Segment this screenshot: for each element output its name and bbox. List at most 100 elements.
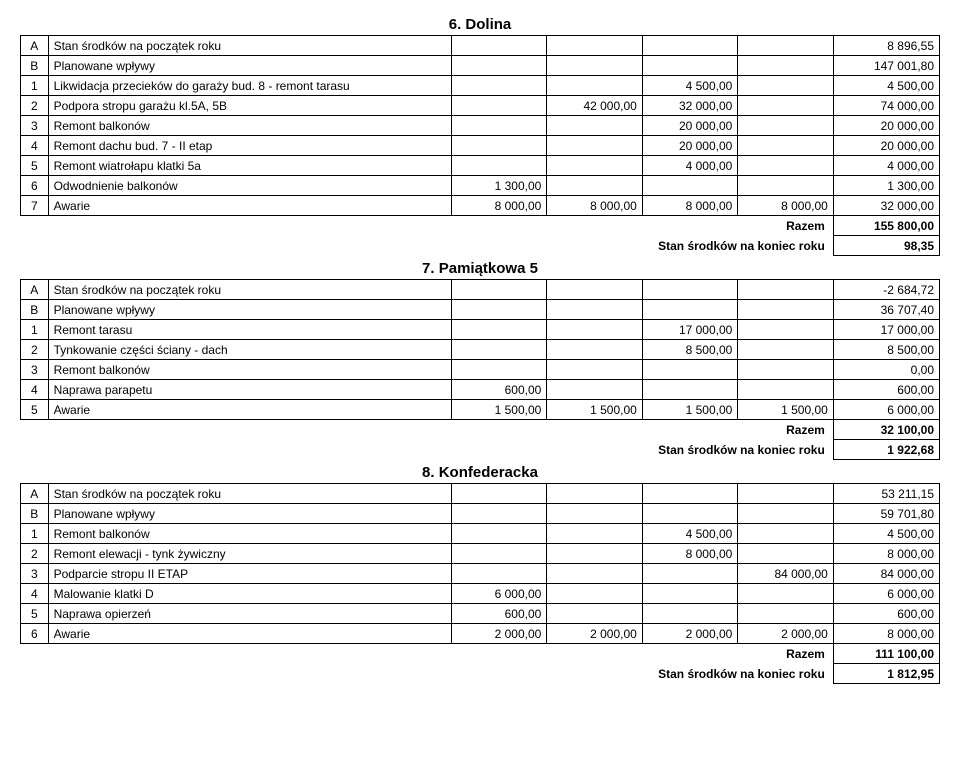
row-col2 [547, 156, 643, 176]
row-col3: 8 000,00 [642, 196, 738, 216]
row-col1 [451, 300, 547, 320]
table-row: 1Likwidacja przecieków do garaży bud. 8 … [21, 76, 940, 96]
row-col2 [547, 300, 643, 320]
stan-row: Stan środków na koniec roku1 922,68 [21, 440, 940, 460]
row-col3: 4 000,00 [642, 156, 738, 176]
section-title: 6. Dolina [20, 12, 940, 35]
row-col4 [738, 136, 834, 156]
table-row: 6Awarie2 000,002 000,002 000,002 000,008… [21, 624, 940, 644]
row-index: 4 [21, 380, 49, 400]
row-col4 [738, 56, 834, 76]
table-row: 2Tynkowanie części ściany - dach8 500,00… [21, 340, 940, 360]
row-total: 84 000,00 [833, 564, 939, 584]
row-total: 17 000,00 [833, 320, 939, 340]
row-description: Awarie [48, 624, 451, 644]
table-row: 3Remont balkonów20 000,0020 000,00 [21, 116, 940, 136]
row-total: 74 000,00 [833, 96, 939, 116]
row-col4 [738, 36, 834, 56]
row-total: 32 000,00 [833, 196, 939, 216]
row-col3: 8 000,00 [642, 544, 738, 564]
table-row: 2Podpora stropu garażu kl.5A, 5B42 000,0… [21, 96, 940, 116]
row-col1 [451, 96, 547, 116]
row-col3 [642, 176, 738, 196]
table-row: 4Remont dachu bud. 7 - II etap20 000,002… [21, 136, 940, 156]
row-index: 4 [21, 584, 49, 604]
row-col3 [642, 360, 738, 380]
row-index: 3 [21, 564, 49, 584]
stan-label: Stan środków na koniec roku [21, 440, 834, 460]
stan-value: 98,35 [833, 236, 939, 256]
row-col2: 8 000,00 [547, 196, 643, 216]
row-col3 [642, 504, 738, 524]
row-col2 [547, 484, 643, 504]
row-description: Awarie [48, 196, 451, 216]
row-index: B [21, 300, 49, 320]
row-col1 [451, 360, 547, 380]
row-col2 [547, 136, 643, 156]
row-col3 [642, 584, 738, 604]
row-index: B [21, 504, 49, 524]
row-total: 8 000,00 [833, 544, 939, 564]
row-col4 [738, 176, 834, 196]
table-row: 3Remont balkonów0,00 [21, 360, 940, 380]
row-col4 [738, 116, 834, 136]
row-total: 1 300,00 [833, 176, 939, 196]
row-total: 20 000,00 [833, 136, 939, 156]
row-index: 5 [21, 400, 49, 420]
row-total: 8 000,00 [833, 624, 939, 644]
row-col2 [547, 604, 643, 624]
document-root: 6. DolinaAStan środków na początek roku8… [20, 12, 940, 684]
row-col3: 20 000,00 [642, 116, 738, 136]
row-col1 [451, 504, 547, 524]
row-col1 [451, 136, 547, 156]
row-col3 [642, 280, 738, 300]
row-index: A [21, 36, 49, 56]
row-col2: 1 500,00 [547, 400, 643, 420]
razem-row: Razem111 100,00 [21, 644, 940, 664]
row-total: 20 000,00 [833, 116, 939, 136]
razem-label: Razem [21, 644, 834, 664]
row-col2 [547, 380, 643, 400]
stan-value: 1 812,95 [833, 664, 939, 684]
table-row: 1Remont balkonów4 500,004 500,00 [21, 524, 940, 544]
razem-value: 155 800,00 [833, 216, 939, 236]
row-col1: 600,00 [451, 380, 547, 400]
row-total: 8 896,55 [833, 36, 939, 56]
row-col2 [547, 76, 643, 96]
table-row: 3Podparcie stropu II ETAP84 000,0084 000… [21, 564, 940, 584]
row-index: 1 [21, 524, 49, 544]
table-row: 1Remont tarasu17 000,0017 000,00 [21, 320, 940, 340]
row-col1 [451, 340, 547, 360]
row-col1 [451, 544, 547, 564]
row-description: Remont elewacji - tynk żywiczny [48, 544, 451, 564]
row-index: 2 [21, 544, 49, 564]
razem-row: Razem32 100,00 [21, 420, 940, 440]
row-col2 [547, 280, 643, 300]
budget-table: AStan środków na początek roku8 896,55BP… [20, 35, 940, 256]
row-index: 6 [21, 176, 49, 196]
table-row: AStan środków na początek roku8 896,55 [21, 36, 940, 56]
row-col2 [547, 340, 643, 360]
row-total: 147 001,80 [833, 56, 939, 76]
row-col2 [547, 504, 643, 524]
row-description: Podparcie stropu II ETAP [48, 564, 451, 584]
row-col4: 2 000,00 [738, 624, 834, 644]
row-col3: 1 500,00 [642, 400, 738, 420]
row-col2: 42 000,00 [547, 96, 643, 116]
row-description: Podpora stropu garażu kl.5A, 5B [48, 96, 451, 116]
row-col2 [547, 524, 643, 544]
row-col4 [738, 300, 834, 320]
row-description: Malowanie klatki D [48, 584, 451, 604]
row-col3 [642, 56, 738, 76]
row-description: Remont tarasu [48, 320, 451, 340]
row-col1 [451, 280, 547, 300]
row-col3: 20 000,00 [642, 136, 738, 156]
row-total: 4 500,00 [833, 76, 939, 96]
row-col1: 1 500,00 [451, 400, 547, 420]
row-col1 [451, 76, 547, 96]
row-total: 0,00 [833, 360, 939, 380]
row-col3 [642, 564, 738, 584]
table-row: BPlanowane wpływy147 001,80 [21, 56, 940, 76]
row-col4 [738, 76, 834, 96]
row-col1: 6 000,00 [451, 584, 547, 604]
